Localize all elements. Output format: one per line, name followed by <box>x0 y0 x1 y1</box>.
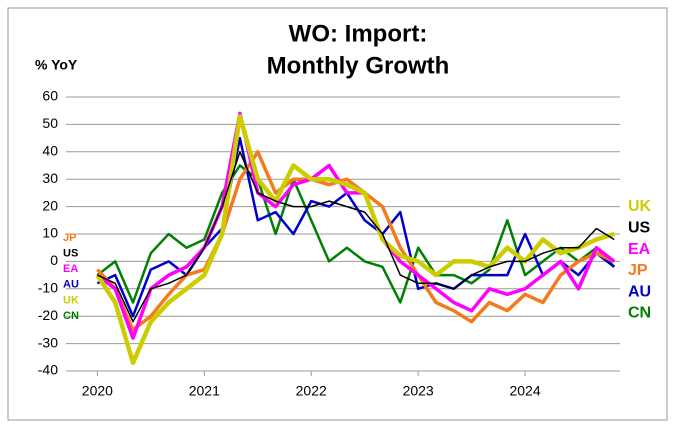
series-line <box>96 136 615 318</box>
x-tick-label: 2020 <box>82 383 113 399</box>
series-label: AU <box>63 279 79 291</box>
y-tick-label: 60 <box>42 88 58 104</box>
series-line <box>95 113 615 366</box>
series-label: UK <box>63 294 79 306</box>
y-tick-label: 50 <box>42 115 58 131</box>
y-tick-label: -20 <box>38 307 58 323</box>
legend-label: CN <box>628 305 651 322</box>
series-label: EA <box>63 263 78 275</box>
y-tick-label: 30 <box>42 170 58 186</box>
y-tick-label: -10 <box>38 280 58 296</box>
y-axis-label: % YoY <box>35 57 78 73</box>
series-label: US <box>63 248 78 260</box>
y-tick-label: 40 <box>42 143 58 159</box>
y-tick-label: 0 <box>50 252 58 268</box>
legend-label: EA <box>628 241 651 258</box>
frame <box>7 7 668 421</box>
y-tick-label: -40 <box>38 362 58 378</box>
x-tick-label: 2022 <box>296 383 327 399</box>
legend-label: US <box>628 220 651 237</box>
series-line <box>96 111 616 340</box>
y-tick-label: -30 <box>38 334 58 350</box>
series-line <box>97 151 615 323</box>
series-line <box>96 150 615 332</box>
legend-label: UK <box>628 198 652 215</box>
series-label: JP <box>63 232 76 244</box>
series-label: CN <box>63 310 79 322</box>
x-tick-label: 2024 <box>509 383 540 399</box>
y-tick-label: 10 <box>42 225 58 241</box>
legend-label: JP <box>628 262 648 279</box>
series-line <box>96 164 616 304</box>
chart-title: Monthly Growth <box>267 52 450 79</box>
y-tick-label: 20 <box>42 197 58 213</box>
x-tick-label: 2021 <box>189 383 220 399</box>
chart-title: WO: Import: <box>289 20 428 47</box>
legend-label: AU <box>628 283 651 300</box>
x-tick-label: 2023 <box>403 383 434 399</box>
